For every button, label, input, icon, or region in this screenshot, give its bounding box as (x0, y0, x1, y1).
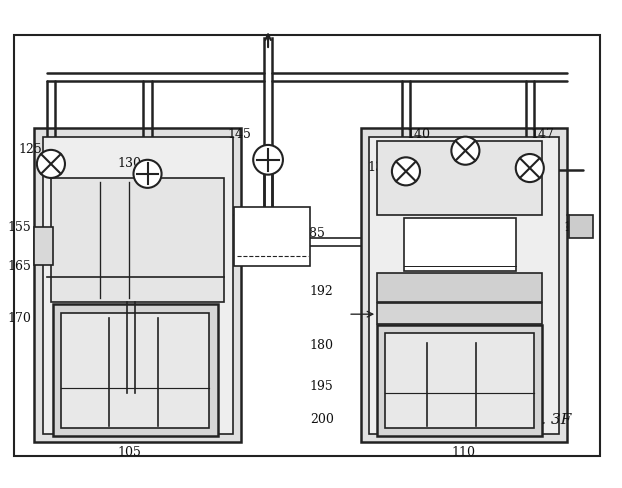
Text: 175: 175 (109, 318, 133, 330)
Bar (377, 304, 542, 324)
Bar (361, 128, 567, 442)
Bar (43, 137, 233, 434)
Bar (61, 312, 210, 428)
Bar (51, 178, 225, 302)
Text: 185: 185 (302, 227, 325, 240)
Text: 203: 203 (443, 250, 467, 263)
Text: FIG. 3F: FIG. 3F (513, 413, 572, 427)
Circle shape (516, 154, 544, 182)
Circle shape (253, 145, 283, 175)
Bar (234, 207, 310, 266)
Text: 170: 170 (7, 312, 32, 325)
Text: 192: 192 (310, 285, 333, 298)
Text: 140: 140 (406, 128, 430, 141)
Bar (53, 305, 218, 436)
Bar (377, 141, 542, 215)
Text: 155: 155 (7, 221, 32, 234)
Bar (404, 218, 516, 271)
Bar (385, 333, 534, 428)
Circle shape (37, 150, 65, 178)
Bar (377, 273, 542, 302)
Text: 200: 200 (310, 413, 333, 427)
Text: 165: 165 (7, 260, 32, 273)
Bar (34, 128, 241, 442)
Text: 180: 180 (310, 339, 334, 352)
Bar (369, 137, 559, 434)
Text: 110: 110 (452, 447, 476, 459)
Text: 105: 105 (118, 447, 141, 459)
Text: 125: 125 (19, 142, 42, 156)
Text: 190: 190 (406, 204, 430, 218)
Circle shape (392, 157, 420, 185)
Text: 145: 145 (227, 128, 251, 141)
Text: 147: 147 (530, 128, 554, 141)
Text: 160: 160 (76, 202, 100, 215)
Text: 150: 150 (178, 413, 202, 427)
Text: 130: 130 (118, 158, 141, 170)
Bar (569, 215, 593, 238)
Text: 195: 195 (310, 380, 333, 393)
Text: 135: 135 (368, 161, 391, 174)
Text: 112: 112 (564, 221, 587, 234)
Bar (377, 325, 542, 436)
Circle shape (134, 160, 162, 188)
Circle shape (452, 137, 480, 165)
Bar (34, 227, 53, 264)
Text: 120: 120 (260, 251, 284, 264)
